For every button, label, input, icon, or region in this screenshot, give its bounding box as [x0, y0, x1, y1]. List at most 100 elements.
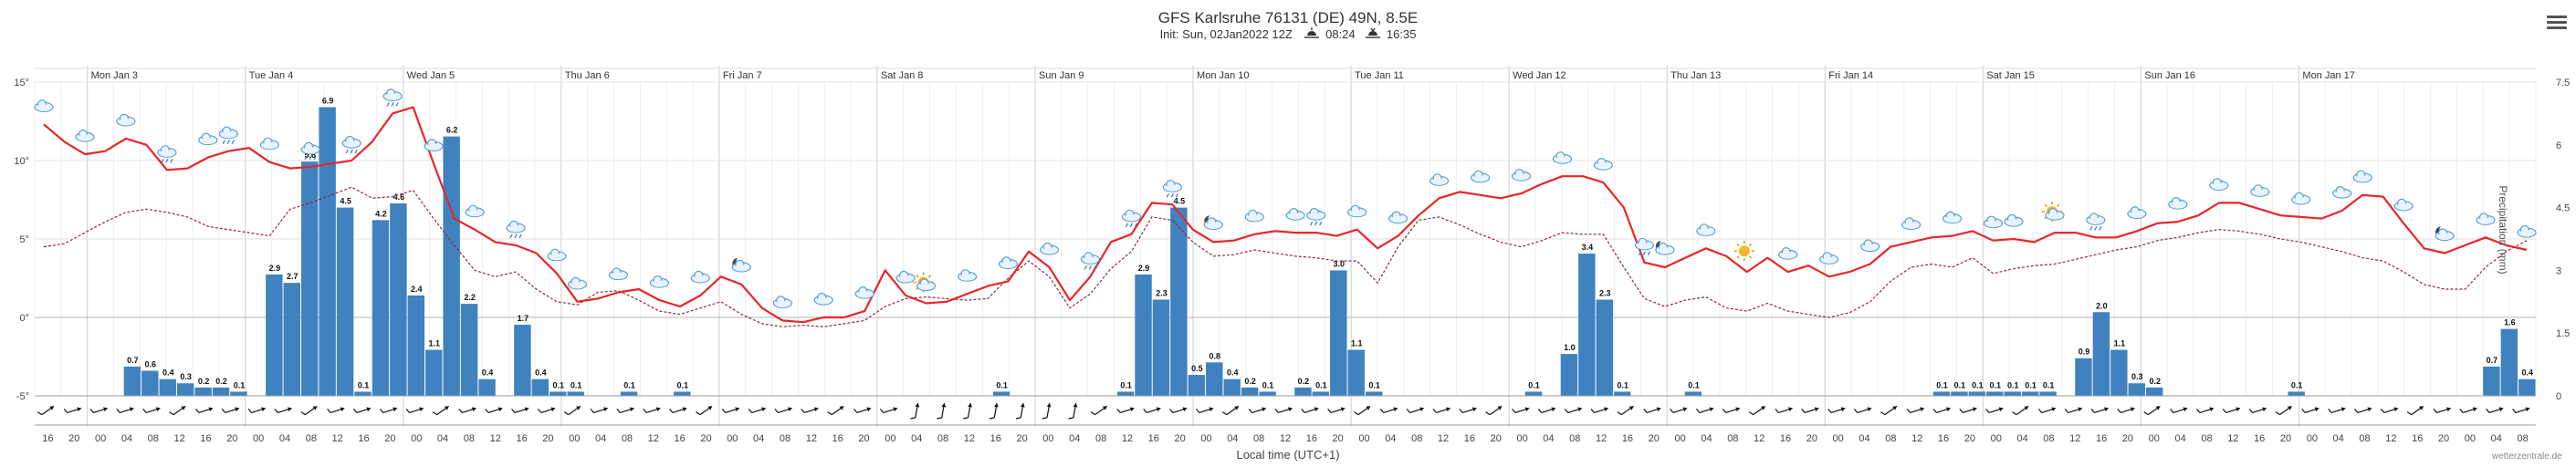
hour-tick-label: 12 — [1280, 433, 1291, 444]
wind-arrow-icon — [2512, 407, 2530, 414]
hour-tick-label: 08 — [2359, 433, 2370, 444]
wind-arrow-icon — [1932, 407, 1951, 414]
precip-bar — [1135, 274, 1152, 396]
hour-tick-label: 20 — [2122, 433, 2133, 444]
hour-tick-label: 16 — [1464, 433, 1475, 444]
precip-bar — [212, 387, 230, 396]
precip-data-label: 1.1 — [428, 339, 440, 348]
hour-tick-label: 12 — [2069, 433, 2080, 444]
cloud-icon — [957, 269, 978, 282]
wind-arrow-icon — [221, 407, 240, 414]
wind-arrow-icon — [616, 407, 634, 414]
precip-bar — [141, 370, 159, 396]
wind-arrow-icon — [1195, 407, 1214, 414]
wind-arrow-icon — [1221, 405, 1240, 416]
hamburger-menu-icon[interactable] — [2547, 13, 2567, 31]
precip-bar — [2075, 358, 2092, 396]
wind-arrow-icon — [643, 407, 661, 414]
wind-arrow-icon — [2328, 407, 2346, 414]
hour-tick-label: 04 — [1543, 433, 1554, 444]
hour-tick-label: 00 — [2307, 433, 2318, 444]
wind-arrow-icon — [2064, 407, 2083, 414]
cloud-icon — [2332, 185, 2352, 199]
wind-arrow-icon — [963, 403, 973, 420]
precip-data-label: 0.1 — [553, 380, 565, 389]
precip-data-label: 3.0 — [1334, 259, 1346, 268]
precip-bar — [1206, 362, 1223, 396]
precip-bar — [354, 391, 372, 396]
precip-data-label: 4.5 — [340, 197, 351, 206]
wind-arrow-icon — [853, 407, 872, 414]
precip-data-label: 0.1 — [2043, 380, 2055, 389]
precip-bar — [531, 379, 550, 396]
hour-tick-label: 20 — [1333, 433, 1344, 444]
hour-tick-label: 00 — [727, 433, 738, 444]
wind-arrow-icon — [1459, 407, 1477, 414]
cloud-icon — [1039, 242, 1060, 255]
precip-bar — [2128, 383, 2145, 396]
wind-arrow-icon — [2433, 407, 2451, 414]
precip-data-label: 0.1 — [234, 380, 246, 389]
day-label: Thu Jan 6 — [565, 70, 610, 81]
cloud-icon — [895, 270, 916, 284]
hour-tick-label: 20 — [1175, 433, 1186, 444]
hour-tick-label: 00 — [1833, 433, 1844, 444]
precip-bar — [443, 136, 460, 397]
wind-arrow-icon — [1670, 407, 1688, 414]
wind-arrow-icon — [1015, 403, 1025, 420]
wind-arrow-icon — [2195, 407, 2215, 414]
cloud-icon — [1470, 170, 1491, 183]
hour-tick-label: 16 — [200, 433, 211, 444]
hour-tick-label: 00 — [1358, 433, 1369, 444]
precip-bar — [1951, 391, 1968, 396]
precip-bar — [159, 379, 176, 396]
hour-tick-label: 16 — [42, 433, 53, 444]
cloud-icon — [2352, 170, 2372, 183]
precip-data-label: 0.8 — [1209, 351, 1221, 360]
hour-tick-label: 04 — [437, 433, 448, 444]
wind-arrow-icon — [2353, 407, 2372, 414]
hour-tick-label: 00 — [2465, 433, 2476, 444]
precip-bar — [1524, 391, 1543, 396]
precip-data-label: 0.1 — [1972, 380, 1984, 389]
precip-data-label: 0.1 — [623, 380, 635, 389]
wind-arrow-icon — [1695, 407, 1714, 414]
hour-tick-label: 08 — [1253, 433, 1264, 444]
precip-bar — [300, 161, 319, 396]
precip-bar — [1312, 391, 1330, 396]
precip-data-label: 2.2 — [464, 293, 476, 302]
wind-arrow-icon — [432, 405, 449, 416]
precip-bar — [2092, 312, 2110, 396]
wind-arrow-icon — [458, 407, 476, 414]
precip-data-label: 0.4 — [2522, 368, 2534, 378]
hour-tick-label: 08 — [306, 433, 317, 444]
precip-bar — [123, 366, 141, 396]
day-label: Sat Jan 15 — [1986, 70, 2035, 81]
wind-arrow-icon — [1301, 407, 1319, 414]
hour-tick-label: 04 — [1859, 433, 1869, 444]
precip-bar — [1578, 254, 1596, 396]
hour-tick-label: 08 — [1569, 433, 1580, 444]
wind-arrow-icon — [2143, 405, 2161, 416]
hour-tick-label: 00 — [1042, 433, 1053, 444]
precip-bar — [674, 391, 691, 396]
wind-arrow-icon — [1643, 407, 1661, 414]
hour-tick-label: 08 — [1095, 433, 1106, 444]
credit: wetterzentrale.de — [2492, 451, 2562, 462]
y-left-tick-label: 0° — [19, 313, 29, 324]
hour-tick-label: 04 — [1227, 433, 1238, 444]
wind-arrow-icon — [2486, 407, 2504, 414]
hour-tick-label: 16 — [1780, 433, 1791, 444]
hour-tick-label: 12 — [332, 433, 343, 444]
precip-bar — [1188, 375, 1206, 396]
wind-arrow-icon — [247, 407, 266, 414]
wind-arrow-icon — [1748, 405, 1766, 416]
precip-bar — [2004, 391, 2021, 396]
dewpoint-line — [43, 186, 2528, 327]
temperature-line — [43, 106, 2528, 324]
hour-tick-label: 20 — [2280, 433, 2291, 444]
y-right-tick-label: 4.5 — [2556, 203, 2570, 214]
cloud-icon — [1552, 151, 1573, 164]
hour-tick-label: 04 — [1069, 433, 1080, 444]
precip-bar — [336, 207, 354, 396]
